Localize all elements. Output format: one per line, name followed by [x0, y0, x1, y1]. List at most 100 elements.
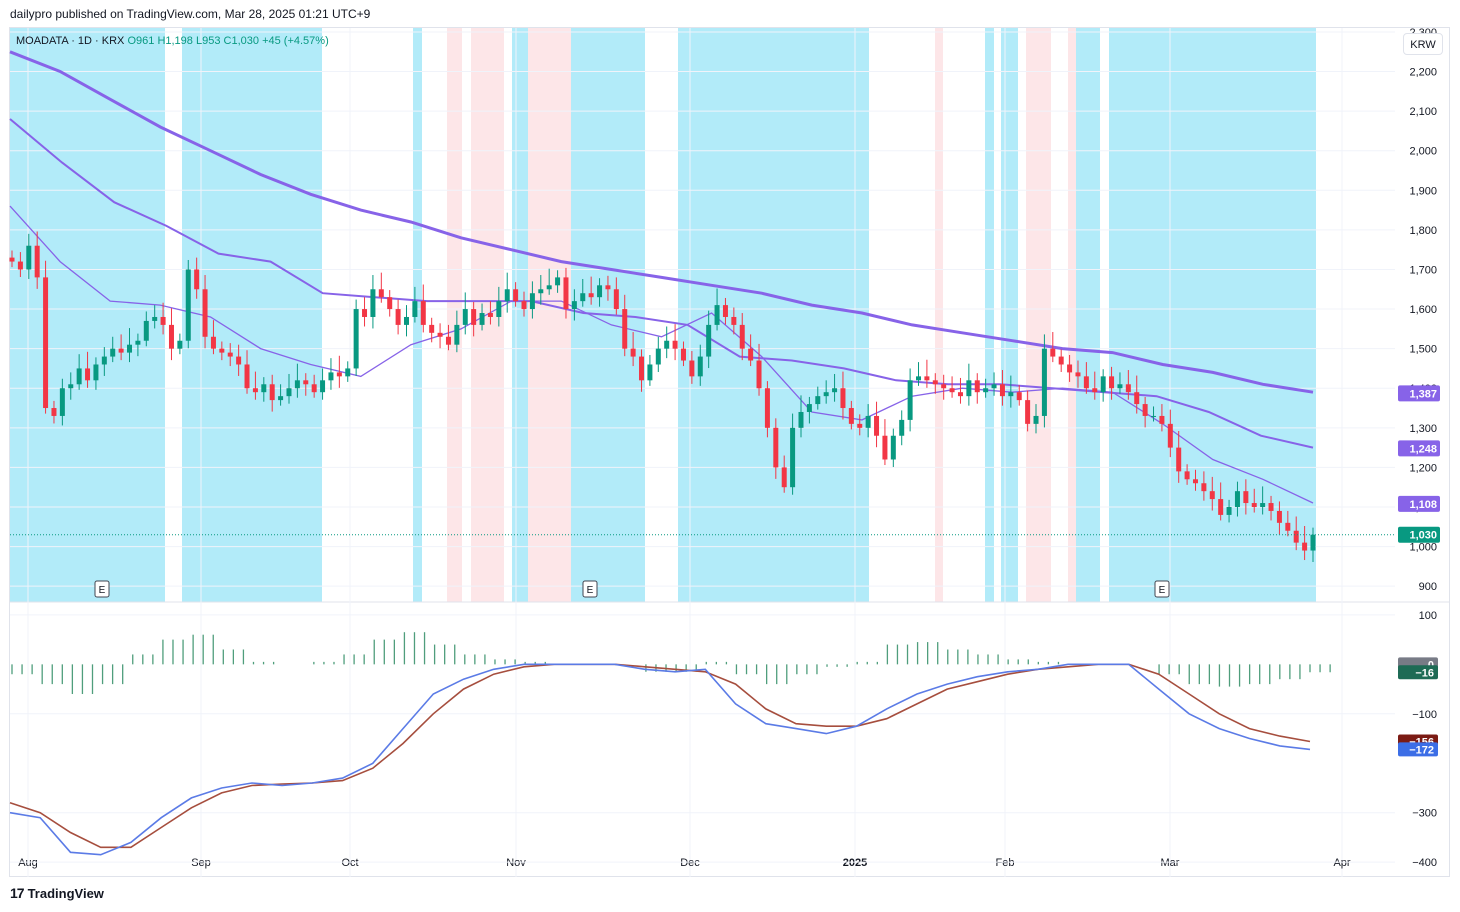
tradingview-logo-icon: 17	[10, 885, 25, 901]
candle-body	[1067, 364, 1073, 373]
candle-body	[1025, 400, 1031, 424]
time-tick-label: Aug	[18, 857, 38, 869]
candle-body	[219, 348, 225, 353]
macd-signal-line	[9, 663, 1311, 849]
price-tick-label: 1,700	[1409, 264, 1437, 276]
candle-body	[580, 293, 586, 302]
candle-body	[68, 384, 74, 389]
candle-body	[261, 384, 267, 393]
price-tick-label: 900	[1419, 581, 1437, 593]
candle-body	[756, 360, 762, 389]
price-tick-label: 1,500	[1409, 344, 1437, 356]
ohlc-change: +45 (+4.57%)	[262, 35, 329, 47]
candle-body	[236, 356, 242, 365]
candle-body	[1209, 491, 1215, 500]
candle-body	[916, 376, 922, 381]
candle-body	[1109, 376, 1115, 389]
time-tick-label: Feb	[996, 857, 1015, 869]
ohlc-high: H1,198	[157, 35, 193, 47]
session-band-pink	[1068, 28, 1076, 602]
price-tick-label: 1,800	[1409, 225, 1437, 237]
candle-body	[571, 301, 577, 310]
candle-body	[538, 289, 544, 294]
candle-body	[1142, 404, 1148, 416]
earnings-marker-box	[94, 580, 110, 598]
candle-body	[555, 277, 561, 286]
candle-body	[1176, 447, 1182, 472]
candle-body	[1218, 499, 1224, 515]
candle-body	[899, 419, 905, 436]
price-label-box	[1398, 440, 1440, 457]
candle-body	[378, 289, 384, 298]
published-header: dailypro published on TradingView.com, M…	[10, 7, 371, 21]
candle-body	[1201, 483, 1207, 492]
candle-body	[1134, 392, 1140, 405]
candle-body	[1226, 506, 1232, 515]
candle-body	[1260, 503, 1266, 507]
macd-line	[9, 663, 1311, 856]
candle-body	[227, 352, 233, 357]
session-band-blue	[1109, 28, 1316, 602]
candle-body	[647, 364, 653, 381]
candle-body	[840, 388, 846, 409]
candle-body	[529, 293, 535, 310]
candle-body	[513, 289, 519, 302]
candle-body	[1159, 415, 1165, 424]
candle-body	[991, 384, 997, 389]
price-label-box	[1398, 526, 1440, 543]
candle-body	[639, 356, 645, 381]
candle-body	[781, 467, 787, 488]
candle-body	[890, 435, 896, 460]
candle-body	[1310, 534, 1316, 551]
candle-body	[613, 289, 619, 310]
ohlc-low: L953	[195, 35, 221, 47]
candle-body	[1268, 503, 1274, 511]
candle-body	[597, 285, 603, 298]
candle-body	[983, 388, 989, 393]
candle-body	[731, 316, 737, 325]
earnings-marker-box	[1154, 580, 1170, 598]
candle-body	[790, 427, 796, 488]
candle-body	[1302, 542, 1308, 551]
candle-body	[244, 364, 250, 389]
candle-body	[395, 309, 401, 325]
chart-frame	[9, 27, 1450, 877]
candle-body	[76, 368, 82, 385]
candle-body	[1083, 376, 1089, 389]
candle-body	[957, 392, 963, 397]
candle-body	[1100, 376, 1106, 393]
candle-body	[143, 320, 149, 341]
candle-body	[815, 396, 821, 405]
footer-brand[interactable]: 17 TradingView	[10, 885, 104, 901]
candle-body	[680, 348, 686, 361]
session-band-blue	[413, 28, 422, 602]
candle-body	[202, 289, 208, 337]
candle-body	[328, 372, 334, 381]
candle-body	[664, 340, 670, 349]
candle-body	[152, 316, 158, 321]
price-tick-label: 2,200	[1409, 67, 1437, 79]
candle-body	[882, 435, 888, 460]
candle-body	[1293, 530, 1299, 543]
candle-body	[1234, 491, 1240, 507]
candle-body	[521, 301, 527, 310]
candle-body	[1125, 384, 1131, 393]
candle-body	[429, 324, 435, 333]
candle-body	[9, 257, 15, 262]
price-tick-label: 1,900	[1409, 185, 1437, 197]
currency-button[interactable]: KRW	[1403, 33, 1443, 55]
candle-body	[59, 388, 65, 416]
candle-body	[1243, 491, 1249, 504]
candle-body	[622, 309, 628, 349]
candle-body	[966, 380, 972, 397]
session-band-blue	[1076, 28, 1100, 602]
candle-body	[546, 285, 552, 290]
price-tick-label: 1,300	[1409, 423, 1437, 435]
footer-brand-text: TradingView	[27, 885, 104, 901]
candle-body	[1092, 388, 1098, 393]
candle-body	[974, 380, 980, 393]
ohlc-open: O961	[127, 35, 155, 47]
candle-body	[588, 293, 594, 298]
candle-body	[127, 344, 133, 353]
